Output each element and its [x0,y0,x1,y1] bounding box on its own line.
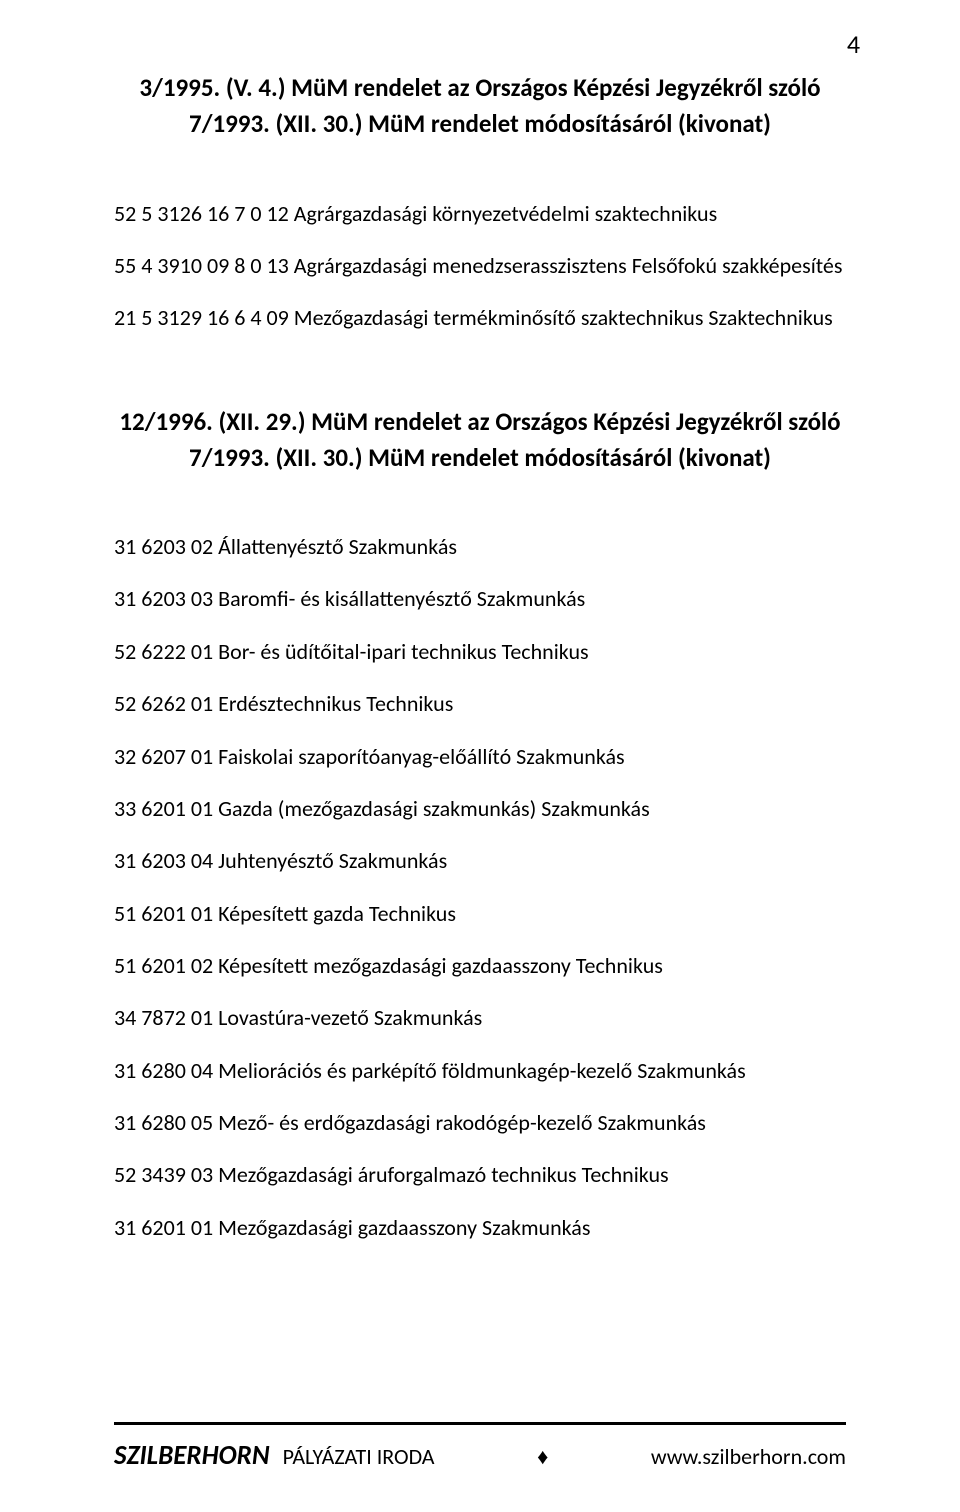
entry: 31 6280 04 Meliorációs és parképítő föld… [114,1056,846,1086]
entry: 52 5 3126 16 7 0 12 Agrárgazdasági körny… [114,199,846,229]
entry: 51 6201 01 Képesített gazda Technikus [114,899,846,929]
entry: 31 6201 01 Mezőgazdasági gazdaasszony Sz… [114,1213,846,1243]
bullet-icon: ♦ [537,1443,548,1470]
footer: SZILBERHORN PÁLYÁZATI IRODA ♦ www.szilbe… [114,1422,846,1472]
entry: 32 6207 01 Faiskolai szaporítóanyag-előá… [114,742,846,772]
entry: 21 5 3129 16 6 4 09 Mezőgazdasági termék… [114,303,846,333]
footer-url: www.szilberhorn.com [651,1443,846,1470]
entry: 34 7872 01 Lovastúra-vezető Szakmunkás [114,1003,846,1033]
footer-line: SZILBERHORN PÁLYÁZATI IRODA ♦ www.szilbe… [114,1439,846,1472]
entry: 52 3439 03 Mezőgazdasági áruforgalmazó t… [114,1160,846,1190]
page-number: 4 [847,28,860,60]
footer-brand: SZILBERHORN [114,1439,270,1472]
entries-block-1: 52 5 3126 16 7 0 12 Agrárgazdasági körny… [114,199,846,334]
entry: 31 6280 05 Mező- és erdőgazdasági rakodó… [114,1108,846,1138]
entry: 51 6201 02 Képesített mezőgazdasági gazd… [114,951,846,981]
entry: 52 6222 01 Bor- és üdítőital-ipari techn… [114,637,846,667]
entry: 31 6203 03 Baromfi- és kisállattenyésztő… [114,584,846,614]
entry: 31 6203 02 Állattenyésztő Szakmunkás [114,532,846,562]
entry: 33 6201 01 Gazda (mezőgazdasági szakmunk… [114,794,846,824]
heading-1: 3/1995. (V. 4.) MüM rendelet az Országos… [114,70,846,143]
entry: 52 6262 01 Erdésztechnikus Technikus [114,689,846,719]
entry: 55 4 3910 09 8 0 13 Agrárgazdasági mened… [114,251,846,281]
page: 4 3/1995. (V. 4.) MüM rendelet az Ország… [0,0,960,1512]
footer-label: PÁLYÁZATI IRODA [283,1443,435,1470]
entries-block-2: 31 6203 02 Állattenyésztő Szakmunkás 31 … [114,532,846,1243]
heading-2: 12/1996. (XII. 29.) MüM rendelet az Orsz… [114,404,846,477]
footer-rule [114,1422,846,1425]
footer-left: SZILBERHORN PÁLYÁZATI IRODA [114,1439,435,1472]
entry: 31 6203 04 Juhtenyésztő Szakmunkás [114,846,846,876]
